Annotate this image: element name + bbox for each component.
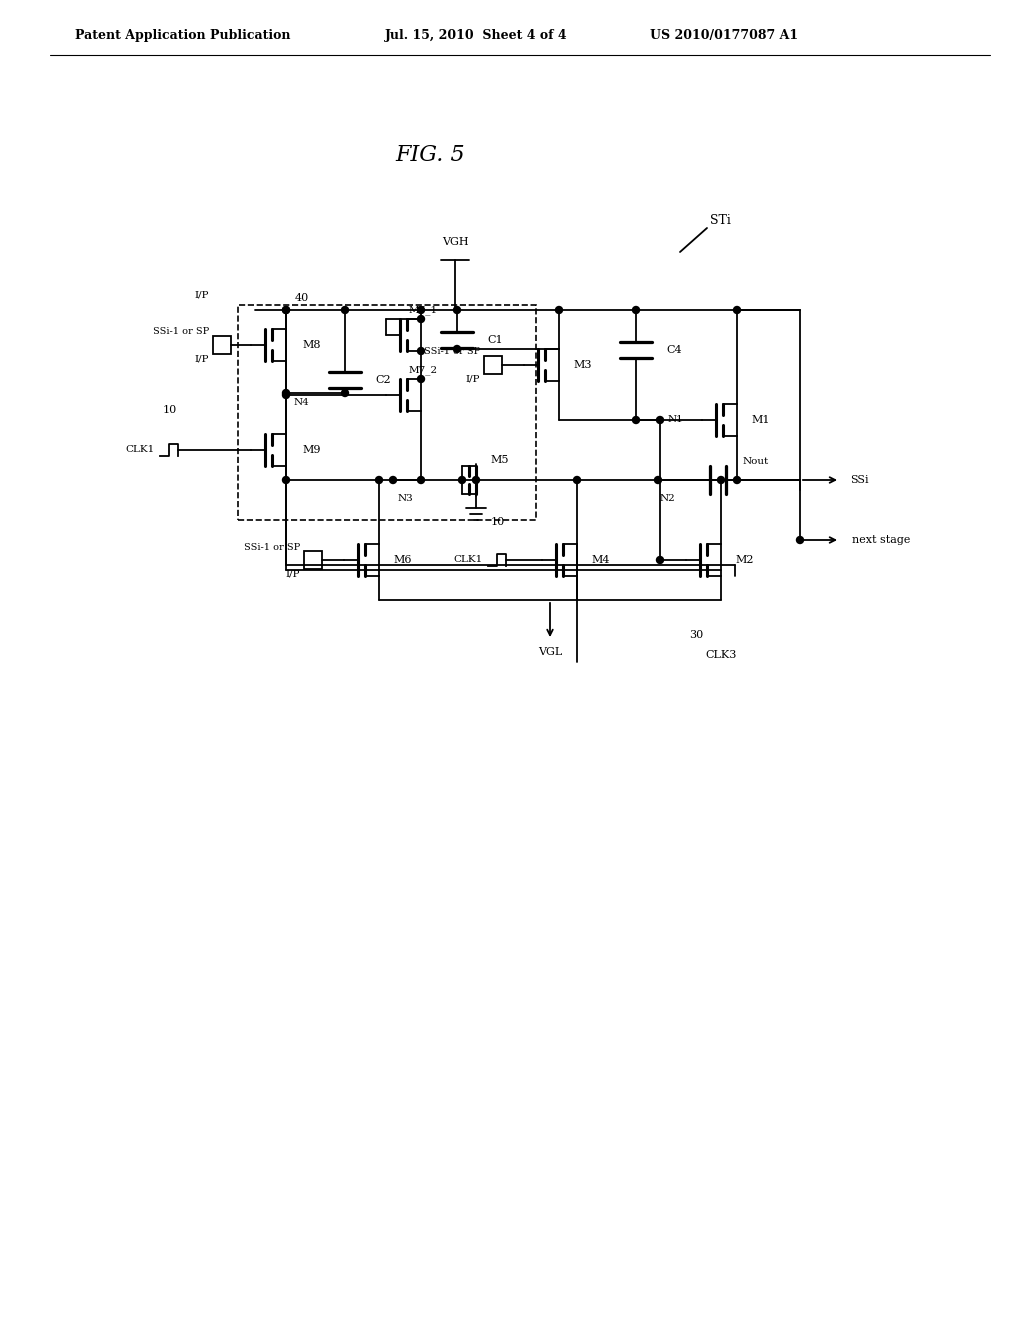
Circle shape xyxy=(418,347,425,355)
Text: M9: M9 xyxy=(302,445,321,455)
Text: C4: C4 xyxy=(666,345,682,355)
Text: CLK1: CLK1 xyxy=(454,556,483,565)
Circle shape xyxy=(341,389,348,396)
Circle shape xyxy=(472,477,479,483)
Circle shape xyxy=(656,417,664,424)
Text: N3: N3 xyxy=(398,494,414,503)
Circle shape xyxy=(797,536,804,544)
Text: M3: M3 xyxy=(573,360,592,370)
Bar xyxy=(238,305,536,520)
Text: C2: C2 xyxy=(375,375,390,385)
Circle shape xyxy=(459,477,466,483)
Text: CLK3: CLK3 xyxy=(706,649,736,660)
Text: VGH: VGH xyxy=(441,238,468,247)
Circle shape xyxy=(733,306,740,314)
Text: N4: N4 xyxy=(294,399,309,407)
Text: STi: STi xyxy=(710,214,731,227)
Text: M7_2: M7_2 xyxy=(409,366,438,375)
Circle shape xyxy=(418,306,425,314)
Text: M2: M2 xyxy=(735,554,754,565)
Circle shape xyxy=(418,477,425,483)
Circle shape xyxy=(376,477,383,483)
Circle shape xyxy=(654,477,662,483)
Text: Patent Application Publication: Patent Application Publication xyxy=(75,29,291,41)
Text: 30: 30 xyxy=(689,630,703,640)
Circle shape xyxy=(718,477,725,483)
Text: CLK1: CLK1 xyxy=(126,446,155,454)
Circle shape xyxy=(389,477,396,483)
Text: I/P: I/P xyxy=(466,375,480,384)
Text: I/P: I/P xyxy=(195,290,209,300)
Text: 40: 40 xyxy=(295,293,309,304)
Circle shape xyxy=(633,306,640,314)
Circle shape xyxy=(283,392,290,399)
Bar xyxy=(304,550,322,569)
Circle shape xyxy=(454,346,461,352)
Circle shape xyxy=(454,306,461,314)
Circle shape xyxy=(656,557,664,564)
Text: SSi-1 or SP: SSi-1 or SP xyxy=(244,543,300,552)
Bar xyxy=(484,356,502,374)
Text: M5: M5 xyxy=(490,455,509,465)
Text: M8: M8 xyxy=(302,341,321,350)
Circle shape xyxy=(341,306,348,314)
Text: Jul. 15, 2010  Sheet 4 of 4: Jul. 15, 2010 Sheet 4 of 4 xyxy=(385,29,567,41)
Text: M7_1: M7_1 xyxy=(409,305,438,315)
Circle shape xyxy=(733,477,740,483)
Text: M6: M6 xyxy=(393,554,412,565)
Circle shape xyxy=(418,375,425,383)
Circle shape xyxy=(283,389,290,396)
Circle shape xyxy=(633,417,640,424)
Text: I/P: I/P xyxy=(286,569,300,578)
Text: M1: M1 xyxy=(751,414,769,425)
Circle shape xyxy=(283,477,290,483)
Circle shape xyxy=(555,306,562,314)
Circle shape xyxy=(283,306,290,314)
Text: Nout: Nout xyxy=(742,457,769,466)
Text: M4: M4 xyxy=(591,554,609,565)
Circle shape xyxy=(283,306,290,314)
Text: N2: N2 xyxy=(660,494,676,503)
Text: 10: 10 xyxy=(490,517,505,527)
Circle shape xyxy=(573,477,581,483)
Text: next stage: next stage xyxy=(852,535,910,545)
Circle shape xyxy=(418,315,425,322)
Text: SSi: SSi xyxy=(850,475,868,484)
Text: SSi-1 or SP: SSi-1 or SP xyxy=(153,326,209,335)
Text: SSi-1 or SP: SSi-1 or SP xyxy=(424,347,480,356)
Text: 10: 10 xyxy=(163,405,177,414)
Text: C1: C1 xyxy=(487,335,503,345)
Text: N1: N1 xyxy=(668,416,684,425)
Text: FIG. 5: FIG. 5 xyxy=(395,144,465,166)
Text: US 2010/0177087 A1: US 2010/0177087 A1 xyxy=(650,29,798,41)
Text: I/P: I/P xyxy=(195,355,209,363)
Bar xyxy=(213,337,231,354)
Text: VGL: VGL xyxy=(538,647,562,657)
